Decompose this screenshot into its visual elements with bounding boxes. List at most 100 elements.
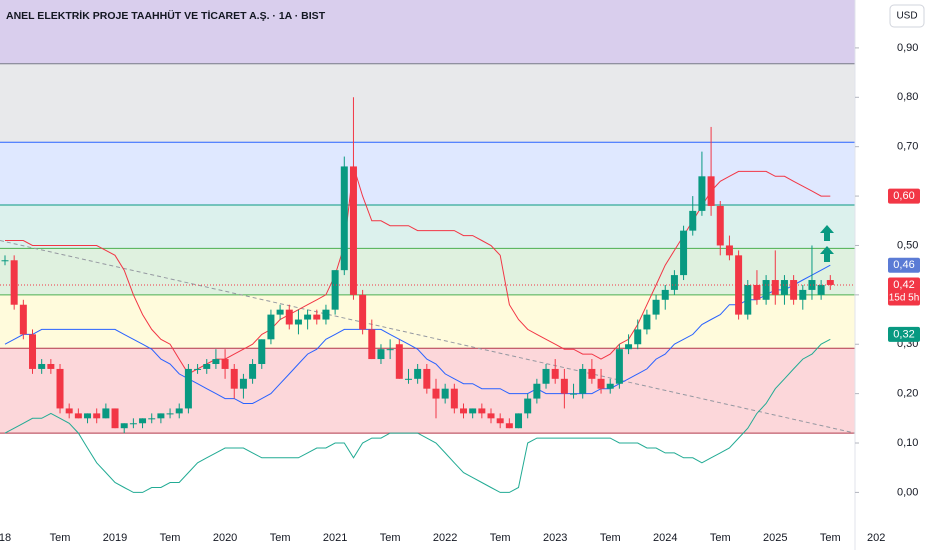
- candle-body: [111, 408, 119, 429]
- zone: [0, 248, 855, 295]
- x-tick-label: Tem: [380, 532, 401, 544]
- currency-box[interactable]: [889, 4, 925, 28]
- x-tick-label: Tem: [490, 532, 511, 544]
- candle-body: [93, 413, 101, 419]
- candle-body: [404, 378, 412, 380]
- price-tag-label: 0,60: [893, 190, 914, 202]
- x-tick-label: 2024: [653, 532, 677, 544]
- zone: [0, 294, 855, 349]
- candle-body: [744, 284, 752, 315]
- candle-body: [368, 329, 376, 360]
- candle-body: [790, 280, 798, 300]
- candle-body: [817, 284, 825, 295]
- currency: USD: [896, 11, 917, 22]
- candle-body: [560, 378, 568, 394]
- x-tick-label: 2021: [323, 532, 347, 544]
- candle-body: [340, 166, 348, 271]
- candle-body: [725, 245, 733, 256]
- signal-arrows: [820, 225, 834, 262]
- zone: [0, 142, 855, 205]
- x-tick-label: 2023: [543, 532, 567, 544]
- candle-body: [625, 344, 633, 350]
- zone: [0, 0, 855, 64]
- y-tick-label: 0,10: [897, 437, 918, 449]
- candle-body: [460, 408, 467, 414]
- candle-body: [698, 176, 706, 211]
- price-tag-label: 0,32: [893, 328, 914, 340]
- price-tag-label: 0,42: [893, 279, 914, 291]
- candle-body: [661, 289, 669, 300]
- x-tick-label: 2022: [433, 532, 457, 544]
- candle-body: [487, 413, 495, 419]
- price-tag: [888, 277, 920, 306]
- candle-body: [249, 363, 257, 379]
- candle-body: [56, 368, 64, 409]
- candle-body: [432, 388, 440, 399]
- y-tick-label: 0,90: [897, 42, 918, 54]
- candle-body: [166, 413, 174, 415]
- candle-body: [184, 368, 192, 409]
- candle-body: [441, 388, 449, 399]
- candle-body: [239, 378, 247, 389]
- price-tag: [888, 326, 920, 342]
- candle-body: [175, 408, 183, 414]
- candle-body: [65, 408, 73, 414]
- price-tag-label: 0,46: [893, 259, 914, 271]
- candle-body: [469, 408, 477, 414]
- candle-body: [505, 423, 513, 429]
- candle-body: [47, 363, 55, 369]
- zone: [0, 63, 855, 143]
- candle-body: [129, 423, 137, 425]
- candle-body: [551, 368, 559, 379]
- candle-body: [680, 230, 688, 276]
- candle-body: [84, 413, 92, 419]
- candle-body: [212, 359, 220, 364]
- candle-body: [450, 388, 458, 409]
- x-tick-label: Tem: [820, 532, 841, 544]
- candle-body: [359, 294, 367, 330]
- candle-body: [414, 368, 422, 379]
- candle-body: [349, 166, 357, 295]
- candle-body: [689, 210, 697, 231]
- x-tick-label: 2020: [213, 532, 237, 544]
- candle-body: [102, 408, 110, 419]
- band-line: [4, 264, 831, 404]
- candle-body: [29, 334, 37, 369]
- y-tick-label: 0,20: [897, 388, 918, 400]
- candle-body: [304, 314, 312, 320]
- candle-body: [652, 299, 660, 315]
- candle-body: [542, 368, 550, 384]
- candle-body: [496, 418, 504, 424]
- y-tick-label: 0,80: [897, 91, 918, 103]
- candle-body: [515, 413, 523, 429]
- candle-body: [762, 280, 770, 300]
- candle-body: [230, 368, 238, 389]
- price-tag-note: 15d 5h: [889, 293, 920, 304]
- x-tick-label: Tem: [160, 532, 181, 544]
- candle-body: [377, 349, 385, 360]
- candle-body: [533, 383, 541, 399]
- candle-body: [331, 270, 339, 310]
- candle-body: [194, 368, 202, 370]
- candle-body: [322, 309, 330, 320]
- candle-body: [203, 363, 211, 369]
- candle-body: [799, 289, 807, 300]
- candle-body: [395, 344, 403, 379]
- price-tag: [888, 188, 920, 204]
- zone: [0, 204, 855, 249]
- candle-body: [808, 280, 816, 290]
- candle-body: [10, 260, 18, 305]
- candle-body: [276, 309, 284, 315]
- candle-body: [19, 304, 27, 335]
- candle-body: [120, 423, 128, 429]
- candle-body: [139, 418, 147, 424]
- candle-body: [606, 383, 614, 389]
- x-tick-label: 2019: [103, 532, 127, 544]
- candle-body: [615, 349, 623, 384]
- band-line: [4, 338, 831, 493]
- candle-body: [780, 280, 788, 295]
- candle-body: [1, 260, 9, 262]
- candle-body: [478, 408, 486, 414]
